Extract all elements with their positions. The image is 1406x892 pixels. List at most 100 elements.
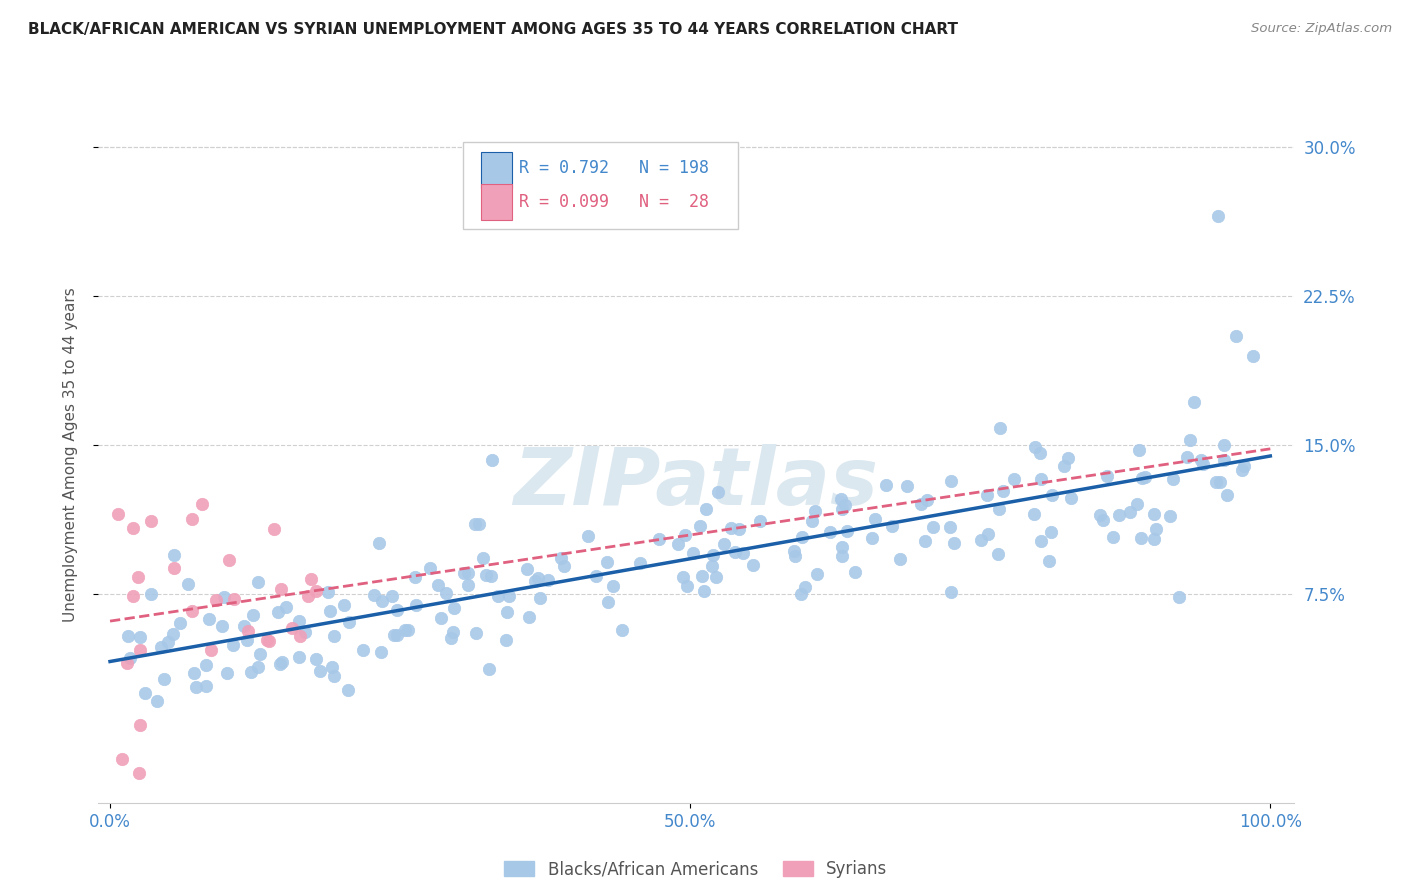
Point xyxy=(1225,328,1247,343)
Point xyxy=(122,521,145,535)
Point xyxy=(1205,475,1227,489)
Point xyxy=(464,517,486,532)
Point xyxy=(363,588,385,602)
Point xyxy=(1130,471,1153,485)
Point xyxy=(1144,522,1167,536)
Point xyxy=(211,619,233,633)
Point xyxy=(195,657,218,672)
Point xyxy=(692,569,714,583)
Point xyxy=(1215,488,1237,502)
Point xyxy=(880,519,903,533)
Point xyxy=(835,524,858,538)
Point xyxy=(596,555,619,569)
Point xyxy=(988,421,1011,435)
Point xyxy=(647,532,669,546)
Point xyxy=(782,544,804,558)
Point xyxy=(405,598,427,612)
Point xyxy=(1092,513,1115,527)
Point xyxy=(938,520,960,534)
Point xyxy=(1182,394,1205,409)
Point xyxy=(121,589,143,603)
Legend: Blacks/African Americans, Syrians: Blacks/African Americans, Syrians xyxy=(498,854,894,885)
Point xyxy=(162,627,184,641)
Point xyxy=(834,498,856,512)
Point xyxy=(246,574,269,589)
Point xyxy=(628,556,651,570)
Point xyxy=(914,533,936,548)
Point xyxy=(128,718,150,732)
Point xyxy=(441,624,464,639)
Point xyxy=(419,561,441,575)
Point xyxy=(299,572,322,586)
Point xyxy=(801,514,824,528)
Point xyxy=(304,652,326,666)
Point xyxy=(146,693,169,707)
Point xyxy=(1004,472,1026,486)
Point xyxy=(550,551,572,566)
Point xyxy=(236,632,259,647)
Point xyxy=(806,567,828,582)
Point xyxy=(536,573,558,587)
Point xyxy=(239,665,262,679)
Point xyxy=(1167,590,1189,604)
Point xyxy=(1125,496,1147,510)
Point xyxy=(889,551,911,566)
Point xyxy=(263,522,285,536)
Point xyxy=(385,628,408,642)
Point xyxy=(117,629,139,643)
Point xyxy=(318,584,340,599)
Point xyxy=(481,453,503,467)
Point xyxy=(1213,437,1236,451)
Point xyxy=(748,514,770,528)
Point xyxy=(352,642,374,657)
Point xyxy=(602,579,624,593)
Point xyxy=(221,638,243,652)
Point xyxy=(288,629,311,643)
Point xyxy=(322,629,344,643)
Point xyxy=(792,530,814,544)
Point xyxy=(942,536,965,550)
Point xyxy=(1208,475,1230,489)
Text: R = 0.792   N = 198: R = 0.792 N = 198 xyxy=(519,159,709,177)
Point xyxy=(297,589,319,603)
Point xyxy=(486,589,509,603)
Point xyxy=(319,604,342,618)
Point xyxy=(1213,453,1236,467)
Point xyxy=(191,497,214,511)
Point xyxy=(368,535,391,549)
FancyBboxPatch shape xyxy=(463,142,738,229)
Point xyxy=(610,623,633,637)
Point xyxy=(1241,349,1264,363)
Point xyxy=(1039,524,1062,539)
Point xyxy=(742,558,765,572)
Point xyxy=(371,594,394,608)
Point xyxy=(1191,457,1213,471)
Point xyxy=(693,584,716,599)
Point xyxy=(553,558,575,573)
Point xyxy=(305,583,328,598)
Point xyxy=(1038,553,1060,567)
Point xyxy=(472,551,495,566)
Point xyxy=(1128,442,1150,457)
Point xyxy=(1029,446,1052,460)
Point xyxy=(309,664,332,678)
Point xyxy=(707,484,730,499)
Point xyxy=(1040,488,1063,502)
Point xyxy=(1232,463,1254,477)
Point xyxy=(517,610,540,624)
Point xyxy=(205,593,228,607)
Point xyxy=(176,576,198,591)
Point xyxy=(214,591,236,605)
Point xyxy=(129,630,152,644)
Point xyxy=(976,527,998,541)
Point xyxy=(233,619,256,633)
Point xyxy=(246,659,269,673)
Point xyxy=(139,514,162,528)
Point xyxy=(181,512,204,526)
Point xyxy=(440,632,463,646)
Point xyxy=(1090,508,1112,523)
Point xyxy=(249,647,271,661)
Point xyxy=(236,624,259,639)
Point xyxy=(1029,533,1052,548)
Point xyxy=(941,585,963,599)
